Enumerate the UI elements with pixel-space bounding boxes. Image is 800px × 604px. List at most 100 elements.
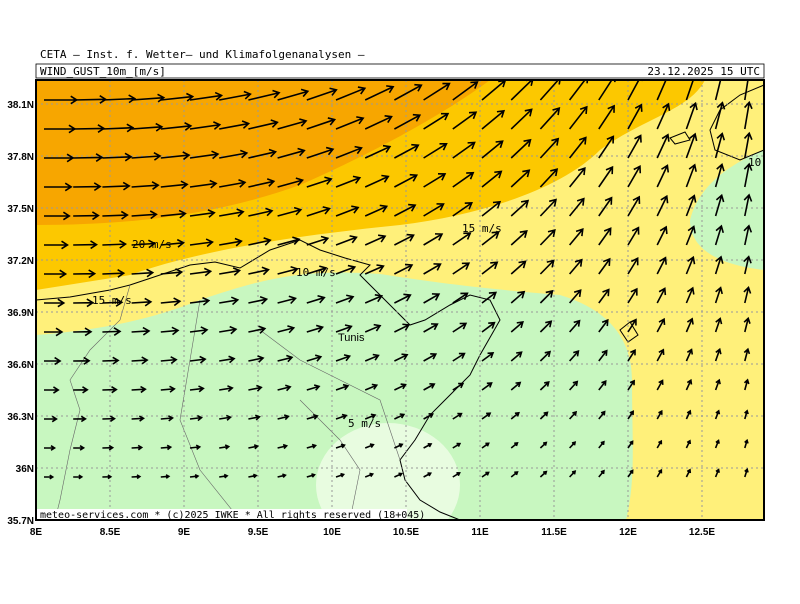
wind-arrow <box>394 443 404 449</box>
wind-arrow <box>131 474 142 480</box>
wind-arrow <box>102 298 124 307</box>
wind-arrow <box>714 80 722 101</box>
wind-arrow <box>714 101 726 130</box>
wind-arrow <box>189 238 214 248</box>
wind-arrow <box>714 378 721 391</box>
lon-label: 10E <box>323 527 341 538</box>
wind-arrow <box>73 445 86 451</box>
wind-arrow <box>744 80 749 101</box>
wind-arrow <box>598 257 611 275</box>
city-label: Tunis <box>338 332 365 344</box>
wind-arrow <box>73 327 93 337</box>
wind-arrow <box>219 237 243 247</box>
wind-arrow <box>306 265 328 275</box>
wind-arrow <box>656 102 671 130</box>
wind-arrow <box>248 384 263 392</box>
wind-arrow <box>219 385 234 393</box>
wind-arrow <box>219 120 251 130</box>
contour-label: 20 m/s <box>132 238 172 251</box>
wind-arrow <box>189 473 200 479</box>
wind-arrow <box>160 180 189 190</box>
wind-arrow <box>160 326 180 336</box>
wind-arrow <box>335 324 353 333</box>
wind-arrow <box>743 316 751 333</box>
wind-arrow <box>656 348 665 362</box>
wind-arrow <box>743 193 753 217</box>
wind-arrow <box>248 266 270 276</box>
wind-arrow <box>452 171 475 188</box>
lon-label: 8.5E <box>100 527 121 538</box>
wind-arrow <box>744 438 749 449</box>
wind-arrow <box>568 258 583 275</box>
wind-arrow <box>627 195 641 217</box>
lat-label: 36.3N <box>7 412 34 423</box>
wind-arrow <box>160 444 173 451</box>
wind-arrow <box>452 262 471 275</box>
lon-label: 9E <box>178 527 191 538</box>
lat-label: 37.2N <box>7 256 34 267</box>
map-frame <box>35 79 765 521</box>
wind-arrow <box>189 91 224 101</box>
wind-arrow <box>539 350 552 362</box>
wind-arrow <box>364 443 375 449</box>
wind-arrow <box>394 203 417 217</box>
wind-arrow <box>598 380 607 391</box>
wind-arrow <box>481 382 493 391</box>
wind-arrow <box>423 233 444 246</box>
wind-arrow <box>189 385 205 393</box>
wind-arrow <box>131 385 147 394</box>
wind-arrow <box>685 163 697 188</box>
lon-label: 12.5E <box>689 527 715 538</box>
wind-arrow <box>568 166 586 188</box>
wind-arrow <box>423 353 438 362</box>
wind-arrow <box>102 415 116 422</box>
wind-arrow <box>306 384 321 391</box>
wind-arrow <box>423 413 434 420</box>
wind-arrow <box>627 226 640 246</box>
wind-arrow <box>189 326 209 335</box>
wind-arrow <box>189 209 216 218</box>
wind-arrow <box>73 298 95 308</box>
wind-arrow <box>510 230 528 246</box>
wind-arrow <box>160 474 171 479</box>
wind-arrow <box>481 351 495 362</box>
wind-arrow <box>102 181 131 191</box>
wind-arrow <box>277 414 290 421</box>
wind-arrow <box>277 147 306 159</box>
wind-arrow <box>714 347 722 362</box>
lat-label: 37.5N <box>7 204 34 215</box>
wind-arrow <box>423 472 432 478</box>
wind-arrow <box>656 409 663 420</box>
wind-arrow <box>714 132 726 159</box>
wind-arrow <box>423 442 433 449</box>
wind-arrow <box>160 92 195 102</box>
wind-arrow <box>539 80 561 101</box>
wind-arrow <box>423 142 448 159</box>
contour-label: 15 m/s <box>92 294 132 307</box>
wind-arrow <box>423 293 441 304</box>
wind-arrow <box>43 474 55 480</box>
lat-label: 36N <box>16 464 34 475</box>
wind-arrow <box>277 265 299 275</box>
wind-arrow <box>189 296 211 306</box>
wind-arrow <box>335 264 357 275</box>
wind-arrow <box>627 379 635 391</box>
wind-arrow <box>219 473 229 479</box>
wind-arrow <box>335 145 363 159</box>
wind-arrow <box>248 295 269 305</box>
wind-arrow <box>685 101 698 130</box>
wind-arrow <box>394 472 404 478</box>
wind-arrow <box>743 347 751 362</box>
wind-arrow <box>423 263 442 275</box>
wind-arrow <box>394 143 420 159</box>
wind-arrow <box>743 131 753 159</box>
wind-arrow <box>73 386 89 394</box>
wind-arrow <box>743 224 753 246</box>
wind-arrow <box>306 117 337 130</box>
wind-arrow <box>568 197 585 217</box>
wind-arrow <box>743 255 752 275</box>
field: 20 m/s 15 m/s 10 m/s 15 m/s 5 m/s 10 Tun… <box>36 80 764 520</box>
wind-arrow <box>685 194 697 217</box>
wind-arrow <box>43 153 75 163</box>
wind-arrow <box>598 135 615 159</box>
